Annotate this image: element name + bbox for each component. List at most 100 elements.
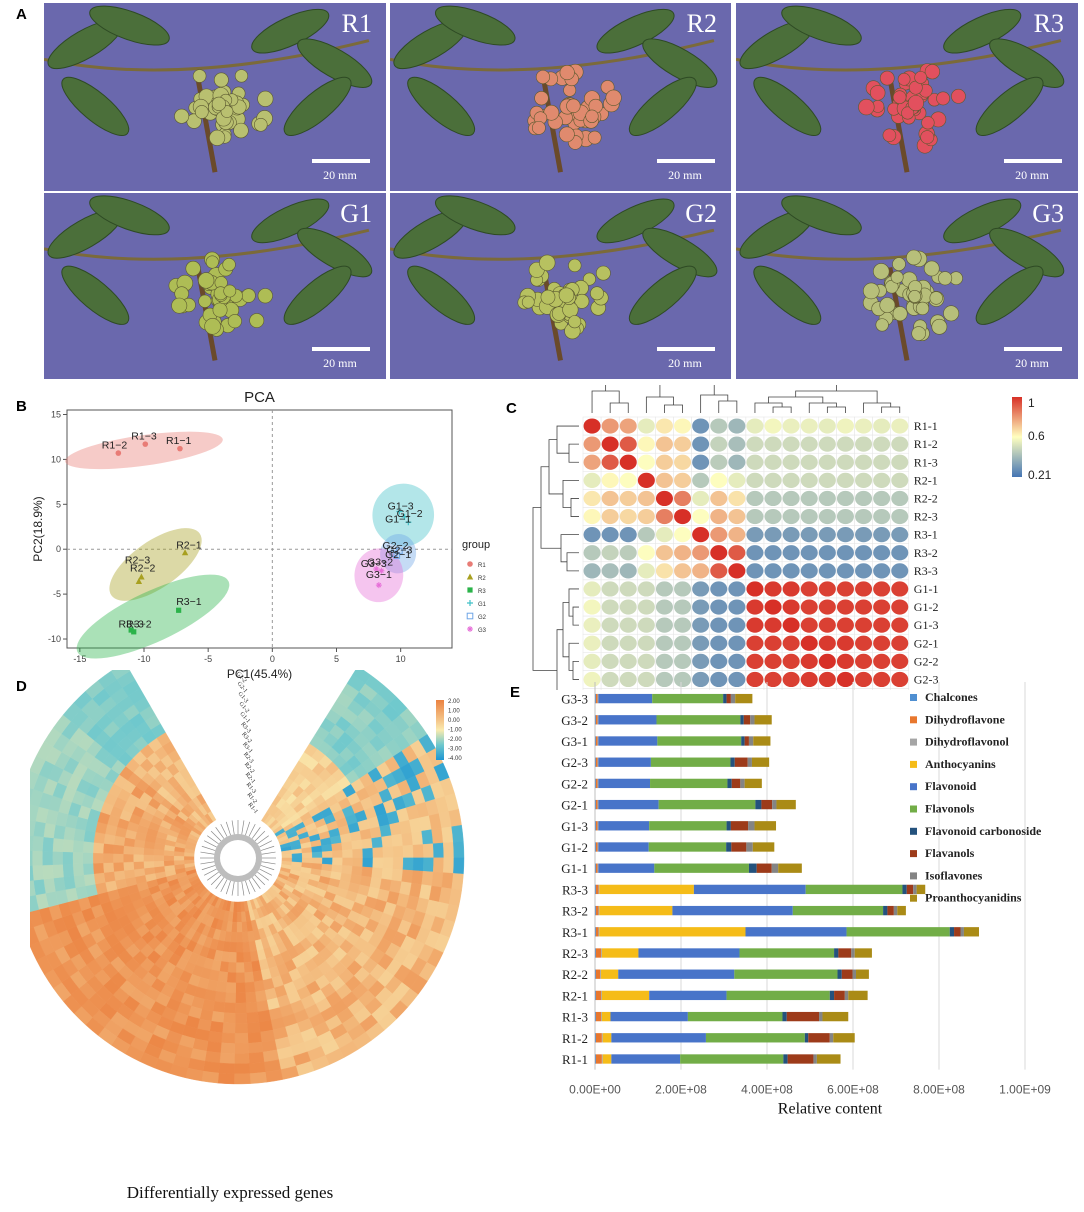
x-tick-label: -5	[204, 654, 212, 664]
fruit	[879, 297, 896, 314]
heatmap-cell	[728, 617, 746, 633]
circular-heatmap-cell	[123, 845, 135, 855]
bar-segment	[753, 736, 771, 746]
bar-segment	[786, 1011, 820, 1022]
heatmap-cell	[710, 436, 728, 452]
ring-sample-label: G2-3	[234, 670, 247, 674]
fruit	[568, 258, 582, 273]
heatmap-cell	[710, 617, 728, 633]
circular-heatmap-cell	[432, 857, 444, 873]
legend-label: Flavonoid carbonoside	[925, 824, 1042, 838]
dendrogram-branch	[245, 880, 251, 895]
circular-heatmap-cell	[331, 842, 343, 852]
circular-heatmap-cell	[248, 1051, 265, 1064]
heatmap-cell	[601, 454, 619, 470]
leaf	[434, 195, 516, 236]
heatmap-cell	[764, 472, 782, 488]
legend-label: G1	[478, 602, 487, 608]
circular-heatmap-cell	[235, 962, 245, 973]
circular-heatmap-cell	[241, 921, 248, 933]
circular-heatmap-cell	[246, 1021, 261, 1034]
circular-heatmap-cell	[42, 850, 53, 866]
fruit	[911, 326, 926, 341]
group-ellipse-r1	[65, 431, 223, 470]
bar-segment	[650, 757, 731, 767]
bar-segment	[595, 1033, 596, 1043]
fruit	[198, 272, 215, 289]
heatmap-cell	[637, 436, 655, 452]
circular-heatmap-cell	[163, 860, 175, 867]
fruit	[929, 291, 943, 305]
heatmap-cell	[583, 581, 601, 597]
heatmap-cell-bg	[818, 688, 837, 690]
pca-point-label: R1−2	[102, 440, 128, 452]
heatmap-cell	[873, 581, 891, 597]
x-tick-label: 8.00E+08	[913, 1083, 965, 1097]
bar-segment	[597, 842, 599, 852]
flavonoid-bar-chart: 0.00E+00 2.00E+08 4.00E+08 6.00E+08 8.00E+08…	[561, 682, 1051, 1118]
bar-segment	[595, 693, 598, 704]
dendrogram-branch	[220, 879, 228, 893]
heatmap-cell	[855, 581, 873, 597]
bar-segment	[598, 821, 650, 831]
chart-caption: Differentially expressed genes	[127, 1183, 333, 1202]
heatmap-cell	[692, 653, 710, 669]
circular-heatmap-cell	[421, 870, 434, 887]
circular-heatmap-cell	[443, 841, 455, 859]
circular-heatmap-cell	[332, 850, 343, 859]
heatmap-cell-bg	[854, 688, 873, 690]
bar-segment	[598, 736, 658, 746]
heatmap-cell	[836, 671, 854, 688]
circular-heatmap-cell	[53, 876, 66, 892]
circular-heatmap-cell	[52, 864, 64, 879]
bar-segment	[734, 969, 838, 979]
circular-heatmap-cell	[236, 942, 244, 953]
row-label: R1-2	[914, 437, 938, 451]
bar-segment	[730, 693, 736, 704]
dendrogram-branch	[251, 827, 261, 839]
circular-heatmap-cell	[253, 980, 265, 993]
category-label: R3-3	[562, 882, 588, 897]
heatmap-cell	[855, 545, 873, 561]
legend-label: Anthocyanins	[925, 757, 996, 771]
circular-heatmap-cell	[102, 862, 115, 873]
legend-marker	[467, 600, 473, 606]
circular-heatmap-cell	[234, 1032, 249, 1044]
category-label: G1-1	[561, 861, 588, 876]
circular-heatmap-cell	[233, 1073, 251, 1085]
fruit	[923, 260, 940, 277]
bar-segment	[597, 799, 599, 810]
bar-segment	[805, 884, 903, 895]
circular-heatmap-cell	[369, 826, 382, 839]
circular-heatmap-cell	[219, 1052, 235, 1064]
heatmap-cell	[710, 671, 728, 688]
bar-segment	[600, 969, 602, 979]
pca-point	[378, 567, 385, 574]
fruit	[587, 130, 602, 145]
heatmap-cell	[728, 508, 746, 525]
bar-segment	[601, 948, 602, 958]
bar-segment	[595, 1054, 602, 1064]
x-tick-label: 6.00E+08	[827, 1083, 879, 1097]
fruit	[931, 318, 948, 335]
bar-segment	[841, 969, 853, 979]
heatmap-cell	[728, 545, 746, 561]
heatmap-cell	[836, 454, 854, 470]
circular-heatmap-cell	[391, 868, 404, 882]
circular-heatmap-cell	[245, 991, 257, 1004]
heatmap-cell	[818, 490, 836, 507]
legend-label: R1	[478, 563, 486, 569]
y-tick-label: -5	[53, 589, 61, 599]
dendrogram-branch	[259, 840, 273, 848]
circular-heatmap-cell	[30, 804, 39, 822]
group-ellipse-g3	[354, 548, 404, 603]
circular-heatmap-cell	[212, 1000, 226, 1013]
bar-segment	[595, 778, 596, 789]
bar-segment	[787, 1054, 814, 1064]
heatmap-cell	[800, 527, 818, 543]
heatmap-cell	[710, 472, 728, 488]
group-ellipse-r2	[109, 528, 202, 601]
bar-segment	[782, 1011, 787, 1022]
leaf	[781, 5, 862, 46]
heatmap-cell	[655, 545, 673, 561]
